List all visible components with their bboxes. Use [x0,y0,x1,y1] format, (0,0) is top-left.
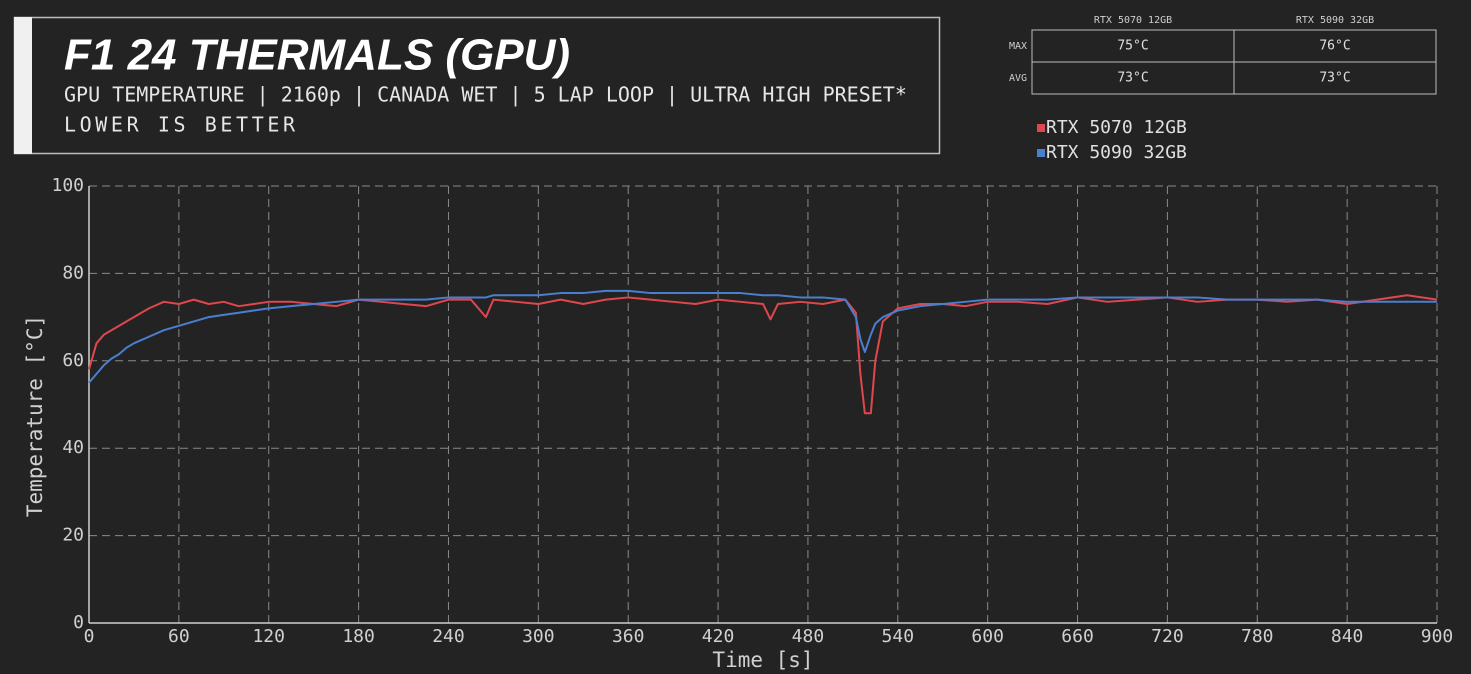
y-tick-label: 80 [62,262,84,283]
legend-label: RTX 5090 32GB [1046,142,1187,163]
x-tick-label: 780 [1241,626,1274,647]
table-header: RTX 5070 12GB [1094,15,1172,26]
table-header: RTX 5090 32GB [1296,15,1374,26]
legend-swatch [1037,124,1045,132]
x-tick-label: 600 [971,626,1004,647]
legend-swatch [1037,149,1045,157]
table-cell [1233,61,1437,95]
line-series [88,289,1437,384]
table-value: 73°C [1319,71,1350,86]
x-tick-label: 660 [1061,626,1094,647]
x-tick-label: 720 [1151,626,1184,647]
table-row-label: MAX [1009,41,1027,52]
x-tick-label: 360 [612,626,645,647]
chart-title: F1 24 THERMALS (GPU) [64,31,570,80]
x-tick-label: 840 [1331,626,1364,647]
table-row-label: AVG [1009,73,1027,84]
x-tick-label: 540 [882,626,915,647]
x-tick-label: 240 [432,626,465,647]
title-accent [14,17,32,154]
y-tick-label: 40 [62,437,84,458]
x-tick-label: 60 [168,626,190,647]
x-tick-label: 180 [342,626,375,647]
y-tick-label: 20 [62,525,84,546]
y-tick-label: 100 [51,175,84,196]
y-tick-label: 60 [62,350,84,371]
x-tick-label: 900 [1421,626,1454,647]
x-tick-label: 480 [792,626,825,647]
table-value: 73°C [1117,71,1148,86]
legend-label: RTX 5070 12GB [1046,117,1187,138]
y-tick-label: 0 [73,612,84,633]
x-tick-label: 0 [84,626,95,647]
x-axis-title: Time [s] [712,648,813,672]
subtitle: GPU TEMPERATURE | 2160p | CANADA WET | 5… [64,83,907,107]
x-tick-label: 420 [702,626,735,647]
y-axis-title: Temperature [°C] [23,315,47,517]
table-value: 75°C [1117,39,1148,54]
line-series [88,294,1438,415]
subtitle: LOWER IS BETTER [64,113,299,137]
table-value: 76°C [1319,39,1350,54]
x-tick-label: 120 [252,626,285,647]
x-tick-label: 300 [522,626,555,647]
